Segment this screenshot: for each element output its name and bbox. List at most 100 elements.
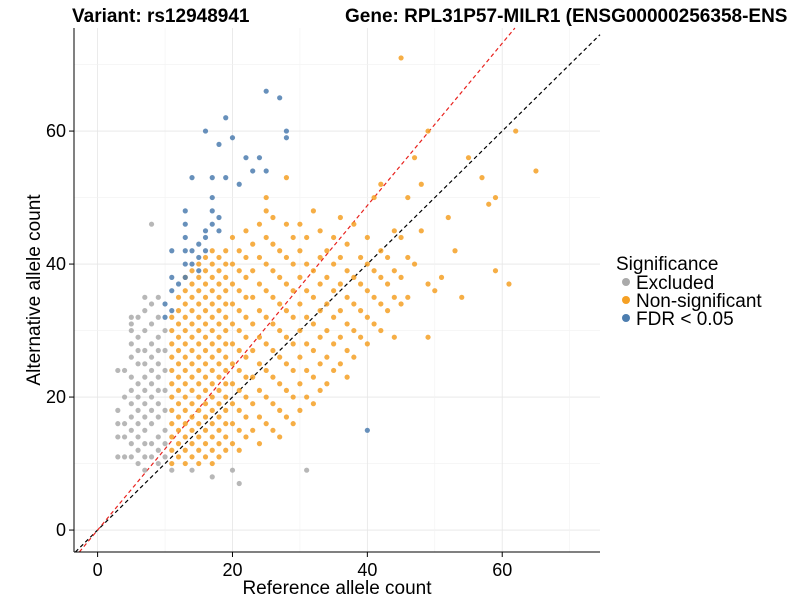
point-fdr-0-05 xyxy=(196,254,202,261)
point-non-significant xyxy=(331,314,337,320)
reference-lines xyxy=(74,27,601,553)
point-excluded xyxy=(142,308,148,314)
axes xyxy=(73,28,600,553)
point-excluded xyxy=(162,367,168,374)
point-non-significant xyxy=(317,387,323,394)
point-excluded xyxy=(115,407,121,413)
point-non-significant xyxy=(182,421,188,427)
point-non-significant xyxy=(310,208,316,214)
point-non-significant xyxy=(310,294,316,300)
point-non-significant xyxy=(250,401,256,407)
point-non-significant xyxy=(175,414,182,420)
legend: Significance ExcludedNon-significantFDR … xyxy=(616,254,762,330)
point-non-significant xyxy=(310,347,316,354)
point-fdr-0-05 xyxy=(169,288,175,294)
point-non-significant xyxy=(486,201,492,207)
point-non-significant xyxy=(506,281,512,287)
point-non-significant xyxy=(175,427,182,433)
point-non-significant xyxy=(169,354,175,360)
point-non-significant xyxy=(223,421,229,427)
legend-title: Significance xyxy=(616,254,718,275)
point-non-significant xyxy=(256,221,263,227)
point-non-significant xyxy=(196,261,202,267)
point-non-significant xyxy=(189,401,195,407)
point-excluded xyxy=(169,467,175,473)
point-non-significant xyxy=(223,288,229,294)
point-non-significant xyxy=(256,254,263,261)
point-non-significant xyxy=(169,407,175,413)
point-excluded xyxy=(148,321,155,327)
point-non-significant xyxy=(364,234,370,241)
point-excluded xyxy=(115,454,121,460)
point-non-significant xyxy=(270,427,276,433)
point-non-significant xyxy=(290,288,296,294)
point-non-significant xyxy=(175,387,182,394)
point-non-significant xyxy=(351,274,357,280)
point-excluded xyxy=(142,294,148,300)
point-non-significant xyxy=(310,374,316,380)
point-non-significant xyxy=(202,321,209,327)
point-excluded xyxy=(115,434,121,440)
point-non-significant xyxy=(202,334,209,340)
point-non-significant xyxy=(169,394,175,400)
point-non-significant xyxy=(243,334,249,340)
point-non-significant xyxy=(290,234,296,241)
point-excluded xyxy=(121,394,128,400)
point-non-significant xyxy=(337,214,343,221)
point-non-significant xyxy=(465,155,472,161)
point-non-significant xyxy=(344,321,350,327)
point-fdr-0-05 xyxy=(256,155,263,161)
point-fdr-0-05 xyxy=(162,301,168,307)
point-non-significant xyxy=(250,374,256,380)
point-non-significant xyxy=(411,261,418,267)
x-tick-label: 60 xyxy=(492,560,512,580)
point-non-significant xyxy=(378,248,384,254)
point-non-significant xyxy=(216,347,222,354)
point-non-significant xyxy=(196,327,202,334)
point-excluded xyxy=(135,381,141,387)
point-non-significant xyxy=(236,347,242,354)
point-excluded xyxy=(148,441,155,447)
point-non-significant xyxy=(304,394,310,400)
point-non-significant xyxy=(182,354,188,360)
point-non-significant xyxy=(182,367,188,374)
point-excluded xyxy=(155,387,161,394)
point-non-significant xyxy=(250,294,256,300)
point-non-significant xyxy=(169,341,175,347)
point-non-significant xyxy=(304,367,310,374)
legend-label: FDR < 0.05 xyxy=(636,309,734,330)
point-excluded xyxy=(162,427,168,433)
point-non-significant xyxy=(196,314,202,320)
point-non-significant xyxy=(283,387,290,394)
title-left: Variant: rs12948941 xyxy=(72,6,250,27)
point-non-significant xyxy=(270,401,276,407)
data-points xyxy=(115,55,539,487)
point-non-significant xyxy=(196,381,202,387)
point-non-significant xyxy=(189,308,195,314)
point-non-significant xyxy=(216,254,222,261)
point-excluded xyxy=(128,401,134,407)
point-non-significant xyxy=(256,441,263,447)
point-non-significant xyxy=(189,387,195,394)
point-non-significant xyxy=(310,401,316,407)
point-non-significant xyxy=(418,181,424,187)
point-non-significant xyxy=(182,394,188,400)
point-non-significant xyxy=(202,294,209,300)
point-excluded xyxy=(304,467,310,473)
point-non-significant xyxy=(216,441,222,447)
point-excluded xyxy=(121,421,128,427)
point-non-significant xyxy=(250,347,256,354)
point-non-significant xyxy=(250,427,256,433)
point-non-significant xyxy=(229,441,236,447)
point-non-significant xyxy=(202,374,209,380)
point-excluded xyxy=(142,347,148,354)
point-excluded xyxy=(162,454,168,460)
legend-swatch xyxy=(622,296,630,304)
point-fdr-0-05 xyxy=(277,95,283,101)
x-axis-title: Reference allele count xyxy=(242,578,432,599)
point-non-significant xyxy=(290,394,296,400)
point-excluded xyxy=(142,401,148,407)
point-non-significant xyxy=(277,274,283,280)
point-non-significant xyxy=(256,334,263,340)
